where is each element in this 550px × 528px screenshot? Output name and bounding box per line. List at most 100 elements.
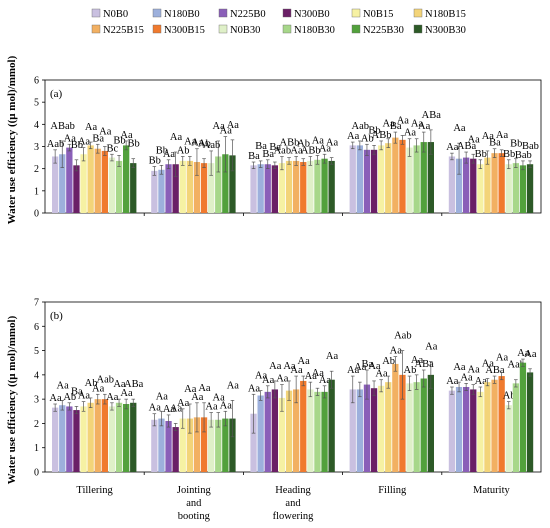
- bar-b-n225b30-3: [321, 391, 328, 472]
- y-axis-labels: Water use efficiency ((μ mol)/mmol) Wate…: [6, 55, 18, 484]
- significance-label-a: ABb: [372, 130, 392, 141]
- significance-label-b: Aab: [394, 331, 412, 342]
- bar-a-n225b30-4: [420, 142, 427, 213]
- legend-label-n300b0: N300B0: [294, 9, 330, 20]
- significance-label-a: Aa: [411, 119, 424, 130]
- bar-a-n0b0-3: [250, 165, 257, 213]
- bar-a-n300b0-5: [470, 158, 477, 213]
- legend-label-n180b15: N180B15: [425, 9, 466, 20]
- category-label-line: Filling: [378, 485, 407, 496]
- bar-a-n300b15-5: [498, 153, 505, 213]
- significance-label-b: Aa: [120, 388, 133, 399]
- bar-a-n300b15-3: [300, 162, 307, 213]
- bar-a-n180b0-4: [356, 145, 363, 213]
- significance-label-b: Ab: [503, 391, 516, 402]
- bar-b-n180b15-5: [484, 382, 491, 472]
- bar-b-n300b15-2: [200, 417, 208, 472]
- significance-label-a: Aa: [446, 142, 459, 153]
- significance-label-b: Aa: [49, 393, 62, 404]
- significance-label-b: Aa: [298, 356, 311, 367]
- y-tick-label-a: 2: [34, 164, 39, 175]
- bar-b-n180b0-3: [257, 395, 264, 472]
- bar-b-n300b15-5: [498, 376, 505, 472]
- bar-b-n300b0-5: [470, 389, 477, 472]
- legend-label-n225b15: N225B15: [103, 25, 144, 36]
- bar-b-n225b15-1: [94, 399, 101, 472]
- significance-label-b: Aa: [354, 362, 367, 373]
- significance-label-a: ABa: [422, 110, 442, 121]
- legend-swatch-n180b15: [413, 8, 423, 18]
- significance-label-b: Aa: [524, 349, 537, 360]
- significance-label-b: Aa: [347, 365, 360, 376]
- significance-label-b: Aa: [482, 359, 495, 370]
- bar-a-n225b0-3: [264, 164, 271, 213]
- bar-b-n225b0-3: [264, 391, 271, 472]
- bar-a-n300b30-5: [526, 164, 534, 213]
- significance-label-b: Aa: [78, 391, 91, 402]
- significance-label-b: Aa: [475, 376, 488, 387]
- y-tick-label-a: 4: [34, 120, 39, 131]
- bar-a-n300b0-1: [73, 165, 80, 213]
- bar-a-n225b15-4: [392, 137, 399, 213]
- bar-a-n0b30-1: [108, 157, 116, 213]
- bar-a-n0b15-5: [477, 164, 484, 213]
- bar-a-n300b30-3: [328, 160, 335, 213]
- significance-label-a: Ba: [489, 138, 501, 149]
- significance-label-b: Aa: [269, 361, 282, 372]
- significance-label-b: Aa: [283, 361, 296, 372]
- significance-label-b: Aab: [508, 360, 526, 371]
- bar-b-n225b15-4: [392, 363, 399, 472]
- bar-a-n180b30-4: [413, 145, 420, 213]
- significance-label-b: Aa: [255, 371, 268, 382]
- significance-label-a: Bb: [113, 135, 125, 146]
- significance-label-a: Aa: [213, 121, 226, 132]
- bar-a-n225b30-3: [321, 158, 328, 213]
- significance-label-a: Aa: [319, 143, 332, 154]
- bar-a-n0b15-4: [378, 145, 385, 213]
- y-axis-label-b: Water use efficiency ((μ mol)/mmol): [6, 315, 18, 484]
- category-label-line: Maturity: [473, 485, 510, 496]
- y-tick-label-b: 3: [34, 395, 39, 406]
- bar-a-n180b15-1: [87, 145, 94, 213]
- significance-label-a: Aa: [418, 121, 431, 132]
- legend-swatch-n180b0: [152, 8, 162, 18]
- y-tick-label-b: 5: [34, 346, 39, 357]
- y-axis-label-a: Water use efficiency ((μ mol)/mmol): [6, 55, 18, 224]
- bar-b-n0b30-5: [505, 405, 512, 472]
- y-tick-label-a: 5: [34, 98, 39, 109]
- significance-label-b: Aa: [92, 383, 105, 394]
- significance-label-a: Aa: [404, 128, 417, 139]
- significance-label-b: Aa: [411, 355, 424, 366]
- significance-label-a: Aab: [203, 140, 221, 151]
- significance-label-a: Aa: [227, 120, 240, 131]
- bar-a-n300b15-1: [101, 150, 108, 213]
- bar-b-n0b0-5: [448, 390, 456, 472]
- significance-label-b: Aa: [163, 404, 176, 415]
- significance-label-a: Aa: [220, 126, 233, 137]
- significance-label-a: Aa: [99, 127, 112, 138]
- significance-label-a: Aa: [468, 134, 481, 145]
- category-axis: Tillering Jointing and booting Heading and flo…: [76, 485, 510, 522]
- bar-a-n0b0-4: [349, 145, 356, 213]
- bar-a-n180b30-5: [512, 163, 519, 213]
- significance-label-a: Ab: [297, 139, 310, 150]
- bar-b-n300b15-3: [300, 380, 307, 472]
- significance-label-b: Aa: [198, 383, 211, 394]
- bar-b-n300b30-4: [427, 374, 434, 472]
- significance-label-b: Aa: [113, 379, 126, 390]
- bar-a-n300b15-2: [200, 163, 208, 213]
- significance-label-a: Aa: [170, 132, 183, 143]
- bar-b-n180b15-2: [186, 418, 193, 472]
- legend-label-n300b15: N300B15: [164, 25, 205, 36]
- bar-b-n300b30-5: [526, 372, 534, 472]
- bar-a-n225b15-5: [491, 153, 498, 213]
- bar-b-n0b30-1: [108, 406, 116, 472]
- bar-b-n180b0-2: [158, 418, 165, 472]
- bar-a-n180b15-2: [186, 160, 193, 213]
- y-tick-label-b: 6: [34, 322, 39, 333]
- bar-a-n0b30-4: [406, 147, 413, 213]
- significance-label-a: Aa: [482, 131, 495, 142]
- significance-label-b: Aa: [262, 375, 275, 386]
- significance-label-b: Aa: [106, 392, 119, 403]
